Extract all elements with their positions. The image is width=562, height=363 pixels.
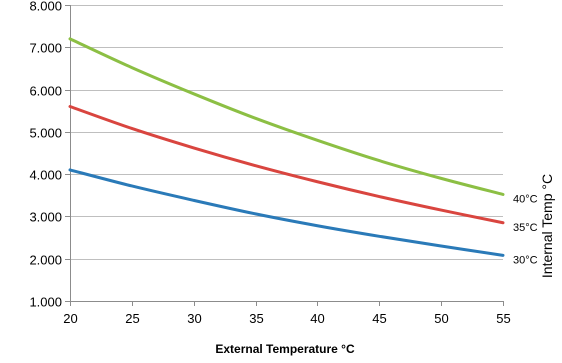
series-label: 40°C [513,193,538,205]
y-tick-label: 6.000 [29,84,62,99]
series-label: 35°C [513,222,538,234]
grid-lines [70,5,503,302]
axes [65,5,504,306]
x-tick-label: 35 [249,311,263,326]
y-tick-label: 5.000 [29,126,62,141]
x-tick-label: 55 [496,311,510,326]
series-line-2 [68,104,505,225]
y-tick-label: 3.000 [29,210,62,225]
x-tick-labels: 20 25 30 35 40 45 50 55 [63,311,510,326]
x-tick-label: 20 [63,311,77,326]
x-tick-label: 30 [187,311,201,326]
y-tick-label: 8.000 [29,0,62,14]
series-labels: 40°C 35°C 30°C [513,193,538,266]
y-axis-title: Internal Temp °C [539,174,555,278]
x-axis-title: External Temperature °C [215,342,355,356]
y-tick-label: 4.000 [29,168,62,183]
series-label: 30°C [513,254,538,266]
series-lines [68,37,505,257]
x-tick-label: 50 [434,311,448,326]
x-tick-label: 40 [310,311,324,326]
series-line-3 [68,168,505,257]
y-tick-label: 7.000 [29,41,62,56]
y-tick-labels: 1.000 2.000 3.000 4.000 5.000 6.000 7.000 8.000 [29,0,62,310]
series-line-1 [68,37,505,196]
y-tick-label: 2.000 [29,253,62,268]
x-tick-label: 25 [125,311,139,326]
x-tick-label: 45 [372,311,386,326]
y-tick-label: 1.000 [29,295,62,310]
